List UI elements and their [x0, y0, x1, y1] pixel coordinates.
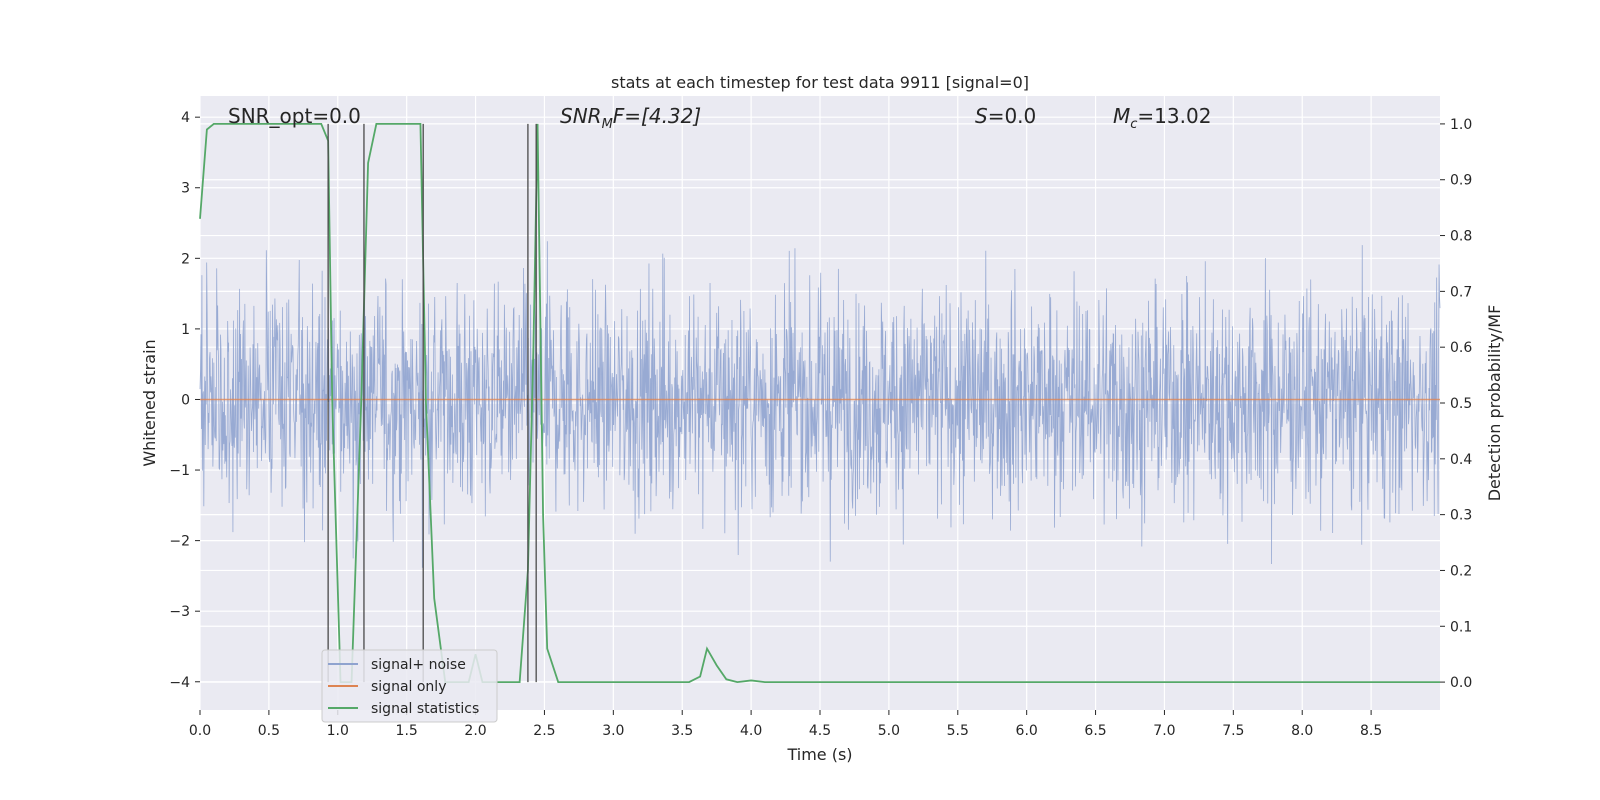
- x-tick-label: 3.5: [671, 723, 693, 739]
- annotation-mc-subscript: c: [1130, 117, 1137, 132]
- annotation-snr-mf-prefix: SNR: [560, 104, 602, 128]
- y-left-tick-labels: −4 −3 −2 −1 0 1 2 3 4: [169, 110, 200, 691]
- y-left-tick-label: −2: [169, 534, 190, 550]
- annotation-snr-mf: SNRMF=[4.32]: [560, 104, 701, 132]
- y-right-tick-label: 0.8: [1450, 229, 1472, 245]
- signal-noise-line: [199, 241, 1441, 568]
- y-left-tick-label: −3: [169, 604, 190, 620]
- annotation-snr-mf-subscript: M: [602, 117, 613, 132]
- annotation-mc-symbol: M: [1113, 104, 1130, 128]
- y-left-tick-label: 0: [181, 392, 190, 408]
- vertical-markers: [327, 123, 537, 683]
- legend-label-signal-only: signal only: [371, 679, 446, 695]
- x-tick-label: 3.0: [602, 723, 624, 739]
- x-tick-label: 4.5: [809, 723, 831, 739]
- y-right-tick-label: 0.1: [1450, 619, 1472, 635]
- y-left-tick-label: −1: [169, 463, 190, 479]
- annotation-mc: Mc=13.02: [1113, 104, 1211, 132]
- y-right-tick-label: 0.4: [1450, 452, 1472, 468]
- x-tick-label: 1.5: [396, 723, 418, 739]
- x-tick-label: 1.0: [327, 723, 349, 739]
- x-tick-label: 4.0: [740, 723, 762, 739]
- annotation-s-rest: =0.0: [988, 104, 1037, 128]
- x-tick-label: 8.5: [1360, 723, 1382, 739]
- x-tick-label: 6.0: [1016, 723, 1038, 739]
- legend: signal+ noise signal only signal statist…: [321, 649, 498, 723]
- legend-label-signal-statistics: signal statistics: [371, 701, 479, 717]
- legend-box: [321, 649, 498, 723]
- y-right-tick-label: 0.9: [1450, 173, 1472, 189]
- y-left-tick-label: 1: [181, 322, 190, 338]
- y-right-tick-label: 0.7: [1450, 284, 1472, 300]
- y-right-tick-label: 0.6: [1450, 340, 1472, 356]
- x-tick-label: 2.5: [533, 723, 555, 739]
- y-left-axis-label: Whitened strain: [140, 339, 159, 466]
- x-axis-label: Time (s): [786, 745, 852, 764]
- y-right-tick-label: 0.2: [1450, 563, 1472, 579]
- x-tick-label: 5.5: [947, 723, 969, 739]
- annotation-snr-mf-rest: F=[4.32]: [613, 104, 701, 128]
- x-tick-label: 0.5: [258, 723, 280, 739]
- y-right-tick-label: 0.0: [1450, 675, 1472, 691]
- x-tick-label: 6.5: [1084, 723, 1106, 739]
- x-tick-label: 7.5: [1222, 723, 1244, 739]
- x-tick-label: 8.0: [1291, 723, 1313, 739]
- annotation-snr-opt: SNR_opt=0.0: [228, 104, 361, 128]
- y-left-tick-label: 4: [181, 110, 190, 126]
- y-right-axis-label: Detection probability/MF: [1485, 305, 1504, 502]
- x-tick-label: 2.0: [464, 723, 486, 739]
- annotation-mc-rest: =13.02: [1137, 104, 1211, 128]
- x-tick-labels: 0.0 0.5 1.0 1.5 2.0 2.5 3.0 3.5 4.0 4.5 5.0 5.5 6.0 6…: [189, 710, 1382, 739]
- y-right-tick-label: 0.3: [1450, 508, 1472, 524]
- y-left-tick-label: −4: [169, 675, 190, 691]
- legend-label-signal-noise: signal+ noise: [371, 657, 466, 673]
- x-tick-label: 7.0: [1153, 723, 1175, 739]
- y-right-tick-label: 1.0: [1450, 117, 1472, 133]
- x-tick-label: 5.0: [878, 723, 900, 739]
- y-right-tick-label: 0.5: [1450, 396, 1472, 412]
- y-left-tick-label: 3: [181, 181, 190, 197]
- y-left-tick-label: 2: [181, 251, 190, 267]
- x-tick-label: 0.0: [189, 723, 211, 739]
- annotation-s-symbol: S: [975, 104, 988, 128]
- chart-title: stats at each timestep for test data 991…: [611, 73, 1029, 92]
- signal-noise-series: [199, 241, 1441, 568]
- y-right-tick-labels: 0.0 0.1 0.2 0.3 0.4 0.5 0.6 0.7 0.8 0.9 1.0: [1440, 117, 1472, 691]
- annotation-s: S=0.0: [975, 104, 1036, 128]
